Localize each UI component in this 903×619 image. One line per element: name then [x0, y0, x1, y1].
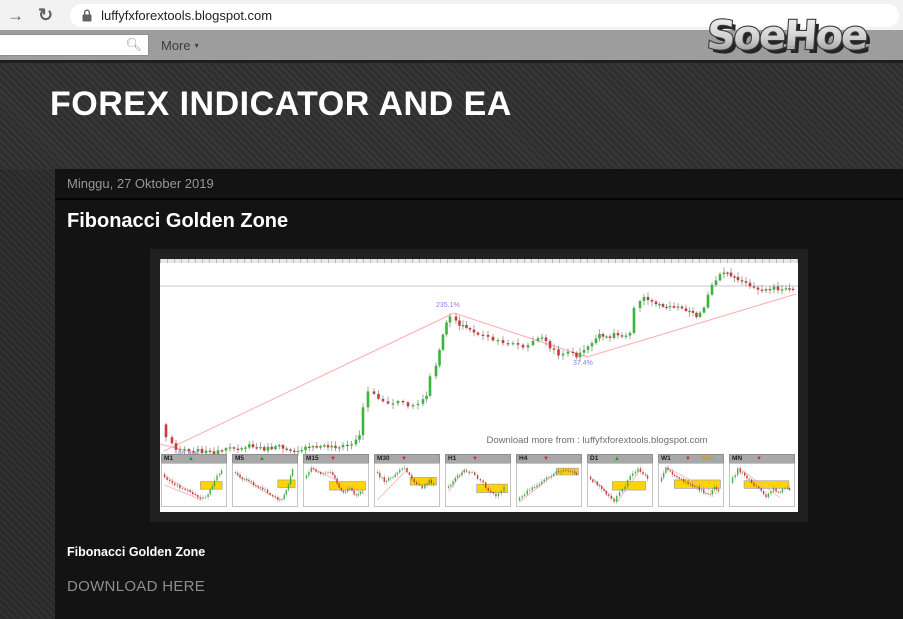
trendlines: [160, 293, 797, 460]
search-box: 🔍︎: [0, 34, 149, 56]
download-link[interactable]: DOWNLOAD HERE: [67, 578, 206, 595]
mini-chart: [587, 463, 653, 507]
timeframe-label: M5: [235, 455, 245, 462]
candles: [164, 267, 795, 458]
mini-chart: [303, 463, 369, 507]
svg-text:SoeHoe: SoeHoe: [705, 13, 868, 59]
mini-panel-header: M1 ▲: [161, 454, 227, 463]
mini-panel-m5: M5 ▲: [232, 454, 298, 507]
mini-chart: [729, 463, 795, 507]
forward-icon[interactable]: →: [7, 5, 24, 25]
arrow-up-icon: ▲: [188, 456, 194, 462]
more-menu[interactable]: More ▾: [161, 38, 199, 53]
mini-chart: [516, 463, 582, 507]
timeframe-label: D1: [590, 455, 599, 462]
mini-panel-header: W1 ▼ SELL: [658, 454, 724, 463]
chart-toolbar-strip: [160, 259, 798, 263]
mini-panel-header: M15 ▼: [303, 454, 369, 463]
arrow-down-icon: ▼: [685, 456, 691, 462]
chart-watermark: Download more from : luffyfxforextools.b…: [486, 435, 707, 446]
mini-panel-h1: H1 ▼: [445, 454, 511, 507]
mini-chart: [232, 463, 298, 507]
post-image[interactable]: 235.1%37.4%105.9%Download more from : lu…: [150, 249, 808, 522]
mini-panel-header: H1 ▼: [445, 454, 511, 463]
mini-chart: [374, 463, 440, 507]
mini-panel-header: H4 ▼: [516, 454, 582, 463]
mini-panel-m15: M15 ▼: [303, 454, 369, 507]
arrow-down-icon: ▼: [330, 456, 336, 462]
page-title: FOREX INDICATOR AND EA: [50, 85, 512, 123]
timeframe-label: M30: [377, 455, 390, 462]
soehoe-logo: SoeHoe SoeHoe: [704, 12, 872, 63]
svg-text:235.1%: 235.1%: [436, 302, 460, 309]
timeframe-label: H4: [519, 455, 528, 462]
arrow-up-icon: ▲: [614, 456, 620, 462]
timeframe-label: H1: [448, 455, 457, 462]
mini-panel-header: M30 ▼: [374, 454, 440, 463]
mini-panel-w1: W1 ▼ SELL: [658, 454, 724, 507]
mini-panel-h4: H4 ▼: [516, 454, 582, 507]
mini-panel-m1: M1 ▲: [161, 454, 227, 507]
mini-panel-d1: D1 ▲: [587, 454, 653, 507]
arrow-down-icon: ▼: [472, 456, 478, 462]
arrow-down-icon: ▼: [401, 456, 407, 462]
post-date: Minggu, 27 Oktober 2019: [55, 169, 903, 200]
post-caption: Fibonacci Golden Zone: [67, 545, 206, 559]
arrow-down-icon: ▼: [756, 456, 762, 462]
search-icon[interactable]: 🔍︎: [125, 37, 142, 52]
lock-icon: [82, 9, 92, 21]
post-container: Minggu, 27 Oktober 2019 Fibonacci Golden…: [55, 169, 903, 619]
browser-toolbar: → ↻ luffyfxforextools.blogspot.com: [0, 0, 903, 30]
mini-panel-m30: M30 ▼: [374, 454, 440, 507]
mini-panel-header: D1 ▲: [587, 454, 653, 463]
main-chart-svg: 235.1%37.4%105.9%Download more from : lu…: [160, 267, 798, 460]
mini-panel-mn: MN ▼: [729, 454, 795, 507]
timeframe-label: W1: [661, 455, 671, 462]
url-text: luffyfxforextools.blogspot.com: [101, 7, 273, 23]
svg-text:SoeHoe: SoeHoe: [709, 17, 872, 63]
chevron-down-icon: ▾: [194, 40, 199, 50]
post-title: Fibonacci Golden Zone: [67, 210, 289, 232]
mini-chart: [445, 463, 511, 507]
timeframe-label: M1: [164, 455, 174, 462]
search-input[interactable]: [0, 36, 120, 54]
arrow-up-icon: ▲: [259, 456, 265, 462]
chart-image: 235.1%37.4%105.9%Download more from : lu…: [160, 259, 798, 512]
svg-text:37.4%: 37.4%: [573, 360, 593, 367]
mini-panel-header: M5 ▲: [232, 454, 298, 463]
mini-chart: [161, 463, 227, 507]
arrow-down-icon: ▼: [543, 456, 549, 462]
more-label: More: [161, 37, 191, 53]
url-bar[interactable]: luffyfxforextools.blogspot.com: [70, 3, 899, 27]
mini-chart: [658, 463, 724, 507]
signal-tag: SELL: [701, 456, 717, 462]
timeframe-label: MN: [732, 455, 743, 462]
blogger-navbar: 🔍︎ More ▾: [0, 30, 903, 60]
timeframe-label: M15: [306, 455, 319, 462]
mini-panel-row: M1 ▲ M5 ▲ M15 ▼ M30 ▼ H1 ▼ H4 ▼ D1 ▲ W1 ▼ SELL MN ▼: [161, 454, 797, 507]
site-header: FOREX INDICATOR AND EA: [0, 60, 903, 169]
mini-panel-header: MN ▼: [729, 454, 795, 463]
reload-icon[interactable]: ↻: [38, 5, 54, 25]
